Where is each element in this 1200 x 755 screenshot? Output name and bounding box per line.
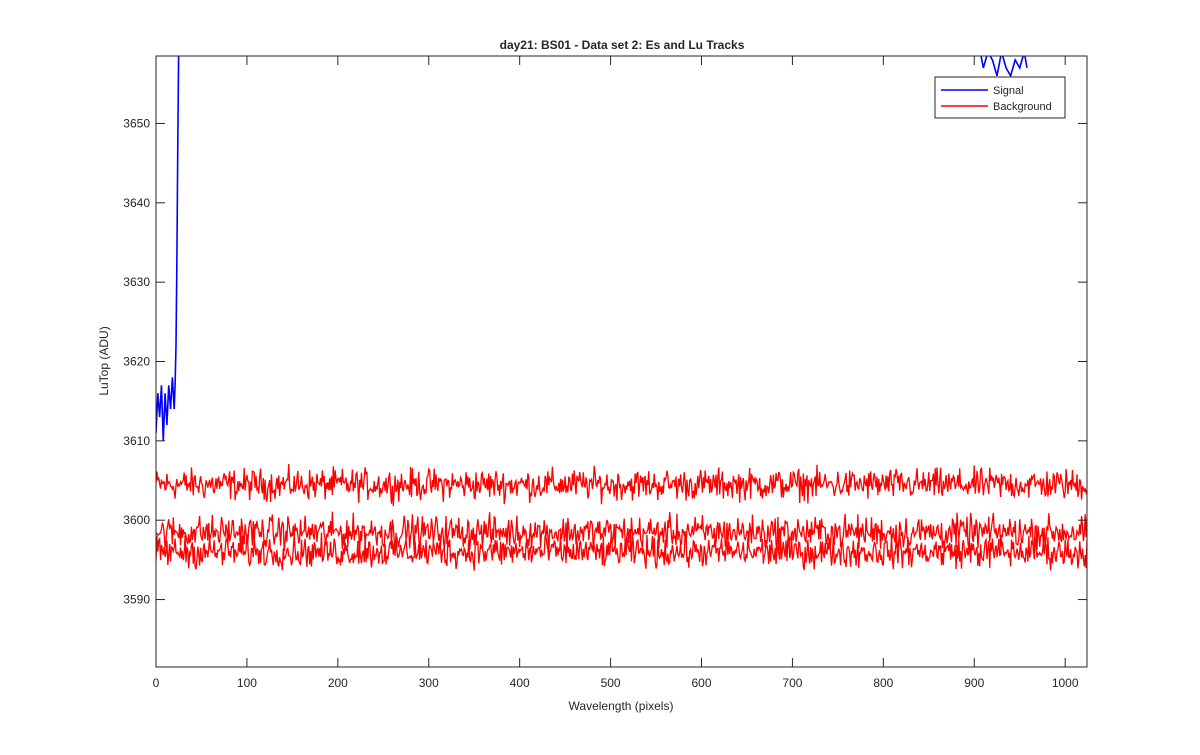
x-tick-label: 400 [510,676,530,690]
chart-title: day21: BS01 - Data set 2: Es and Lu Trac… [500,38,745,52]
x-tick-label: 900 [964,676,984,690]
y-tick-label: 3620 [123,355,150,369]
plot-area: 0 100 200 300 400 500 600 700 800 900 1000 3590 3600… [123,55,1088,690]
y-tick-label: 3630 [123,275,150,289]
series-layer [156,56,1087,571]
background-trace-2 [156,511,1087,553]
x-tick-label: 0 [153,676,160,690]
x-tick-label: 700 [782,676,802,690]
legend-box [934,76,1066,119]
background-trace-3 [156,532,1087,571]
legend[interactable]: Signal Background [934,76,1066,119]
x-axis-label: Wavelength (pixels) [569,699,674,713]
signal-segment-1 [156,56,180,441]
tick-layer: 0 100 200 300 400 500 600 700 800 900 1000 3590 3600… [123,56,1087,690]
y-tick-label: 3650 [123,116,150,130]
x-tick-label: 500 [601,676,621,690]
x-tick-label: 1000 [1052,676,1079,690]
signal-segment-2 [980,56,1028,78]
legend-signal-label: Signal [993,85,1024,97]
x-tick-label: 100 [237,676,257,690]
y-tick-label: 3640 [123,196,150,210]
y-tick-label: 3610 [123,434,150,448]
x-tick-label: 300 [419,676,439,690]
y-tick-label: 3600 [123,513,150,527]
y-tick-label: 3590 [123,593,150,607]
plot-background [156,56,1087,667]
background-trace-1 [156,464,1087,507]
legend-background-label: Background [993,101,1052,113]
y-axis-label: LuTop (ADU) [97,326,111,395]
x-tick-label: 800 [873,676,893,690]
x-tick-label: 600 [691,676,711,690]
x-tick-label: 200 [328,676,348,690]
